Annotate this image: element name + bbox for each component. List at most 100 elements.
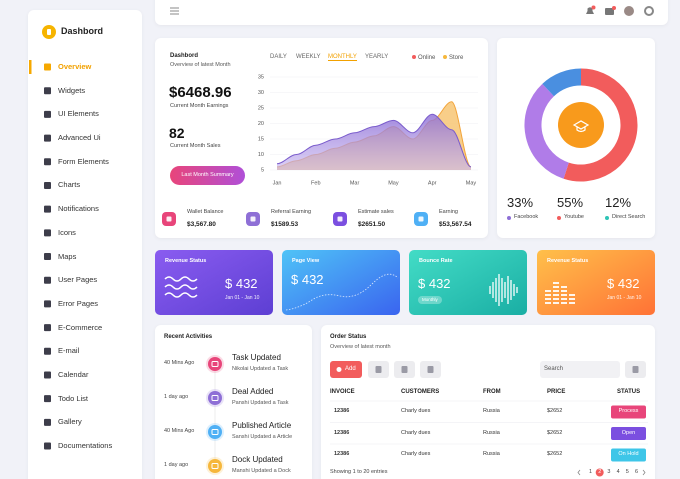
active-indicator — [29, 60, 32, 74]
menu-icon — [44, 110, 51, 118]
bars-decoration — [561, 298, 567, 300]
x-tick-label: May — [466, 180, 477, 186]
cell: Russia — [483, 429, 500, 436]
summary-button-text[interactable]: Last Month Summary — [181, 172, 234, 178]
earnings-label: Current Month Earnings — [170, 103, 229, 109]
legend-dot — [443, 55, 447, 59]
brand: Dashbord — [61, 26, 104, 36]
bell-dot — [591, 5, 596, 10]
donut-value: 55% — [557, 195, 584, 210]
page-link[interactable]: 5 — [625, 469, 629, 475]
stat-card-title: Revenue Status — [165, 258, 207, 264]
activity-icon-glyph — [211, 395, 219, 401]
stat-label: Wallet Balance — [187, 209, 224, 215]
menu-item[interactable]: Documentations — [58, 441, 113, 451]
menu-item[interactable]: Overview — [58, 62, 92, 71]
page-link[interactable]: 4 — [616, 469, 620, 475]
bars-decoration — [553, 302, 559, 304]
x-tick-label: Feb — [311, 180, 320, 186]
y-tick-label: 35 — [258, 74, 264, 80]
stat-card-value: $ 432 — [418, 276, 451, 291]
activity-title: Deal Added — [232, 387, 274, 396]
menu-item[interactable]: Form Elements — [58, 156, 109, 166]
card-title: Order Status — [330, 334, 367, 340]
menu-item[interactable]: User Pages — [58, 275, 98, 285]
stat-card-badge: Monthly — [418, 296, 442, 304]
stat-card-note: Jan 01 - Jan 10 — [607, 295, 642, 301]
y-tick-label: 30 — [258, 90, 264, 96]
menu-item[interactable]: Gallery — [58, 417, 82, 427]
legend-dot — [507, 216, 511, 220]
tool-icon — [427, 366, 434, 373]
stat-icon-glyph — [250, 216, 256, 222]
stat-card — [282, 250, 400, 315]
bars-decoration — [553, 298, 559, 300]
status-text[interactable]: Process — [618, 408, 639, 414]
menu-item[interactable]: UI Elements — [58, 109, 99, 119]
donut-value: 12% — [605, 195, 632, 210]
activity-title: Task Updated — [232, 353, 281, 362]
menu-item[interactable]: Calendar — [58, 369, 89, 379]
add-icon — [336, 367, 342, 372]
tool-icon — [632, 366, 639, 373]
activity-desc: Nikolai Updated a Task — [232, 366, 289, 372]
menu-icon — [44, 442, 51, 450]
activities-card — [155, 325, 312, 479]
tab[interactable]: DAILY — [270, 54, 287, 60]
status-text[interactable]: On Hold — [618, 451, 639, 457]
status-text[interactable]: Open — [621, 429, 636, 436]
column-header: FROM — [483, 389, 501, 395]
column-header: INVOICE — [330, 389, 355, 395]
menu-icon — [44, 300, 51, 308]
tab[interactable]: WEEKLY — [296, 54, 321, 60]
add-button-text[interactable]: Add — [345, 366, 356, 372]
legend-label: Store — [449, 55, 464, 61]
x-tick-label: May — [388, 180, 399, 186]
stat-icon-glyph — [337, 216, 343, 222]
status-badge — [611, 427, 646, 440]
top-bar — [155, 0, 668, 25]
y-tick-label: 25 — [258, 105, 264, 111]
menu-item[interactable]: Widgets — [58, 85, 86, 95]
menu-icon — [44, 347, 51, 355]
menu-item[interactable]: E-Commerce — [58, 322, 103, 332]
page-link[interactable]: 2 — [598, 469, 602, 475]
column-header: PRICE — [547, 389, 566, 395]
page-link[interactable]: 1 — [589, 469, 593, 475]
menu-item[interactable]: Advanced Ui — [58, 133, 101, 143]
page-link[interactable]: 6 — [635, 469, 639, 475]
menu-item[interactable]: Charts — [58, 180, 81, 190]
tool-icon — [401, 366, 408, 373]
search-placeholder[interactable]: Search — [544, 366, 564, 372]
donut-label: Youtube — [564, 214, 584, 220]
menu-icon — [44, 324, 51, 332]
tab[interactable]: YEARLY — [365, 54, 389, 60]
page-link[interactable]: 3 — [607, 469, 611, 475]
sales-value: 82 — [169, 125, 185, 141]
bars-decoration — [569, 294, 575, 296]
tab[interactable]: MONTHLY — [328, 54, 357, 61]
activity-icon — [208, 459, 222, 473]
activity-time: 1 day ago — [164, 462, 189, 468]
stat-value: $1589.53 — [271, 221, 299, 228]
donut-label: Facebook — [514, 214, 539, 220]
activity-desc: Sanshi Updated a Article — [232, 434, 293, 440]
menu-item[interactable]: Todo List — [58, 393, 89, 403]
menu-item[interactable]: Maps — [58, 251, 77, 261]
menu-item[interactable]: Icons — [58, 227, 76, 237]
legend-dot — [557, 216, 561, 220]
bars-decoration — [561, 302, 567, 304]
menu-item[interactable]: E-mail — [58, 346, 80, 356]
stat-value: $3,567.80 — [187, 221, 216, 228]
sales-label: Current Month Sales — [170, 143, 221, 149]
bars-decoration — [545, 302, 551, 304]
stat-card-value: $ 432 — [291, 272, 324, 287]
activity-desc: Panshi Updated a Task — [232, 400, 289, 406]
menu-item[interactable]: Error Pages — [58, 298, 99, 308]
activity-icon-glyph — [211, 361, 219, 367]
cap-icon — [572, 120, 590, 133]
stat-label: Referral Earning — [271, 209, 312, 215]
menu-item[interactable]: Notifications — [58, 204, 99, 214]
menu-icon — [44, 63, 51, 71]
card-title: Recent Activities — [164, 334, 213, 340]
